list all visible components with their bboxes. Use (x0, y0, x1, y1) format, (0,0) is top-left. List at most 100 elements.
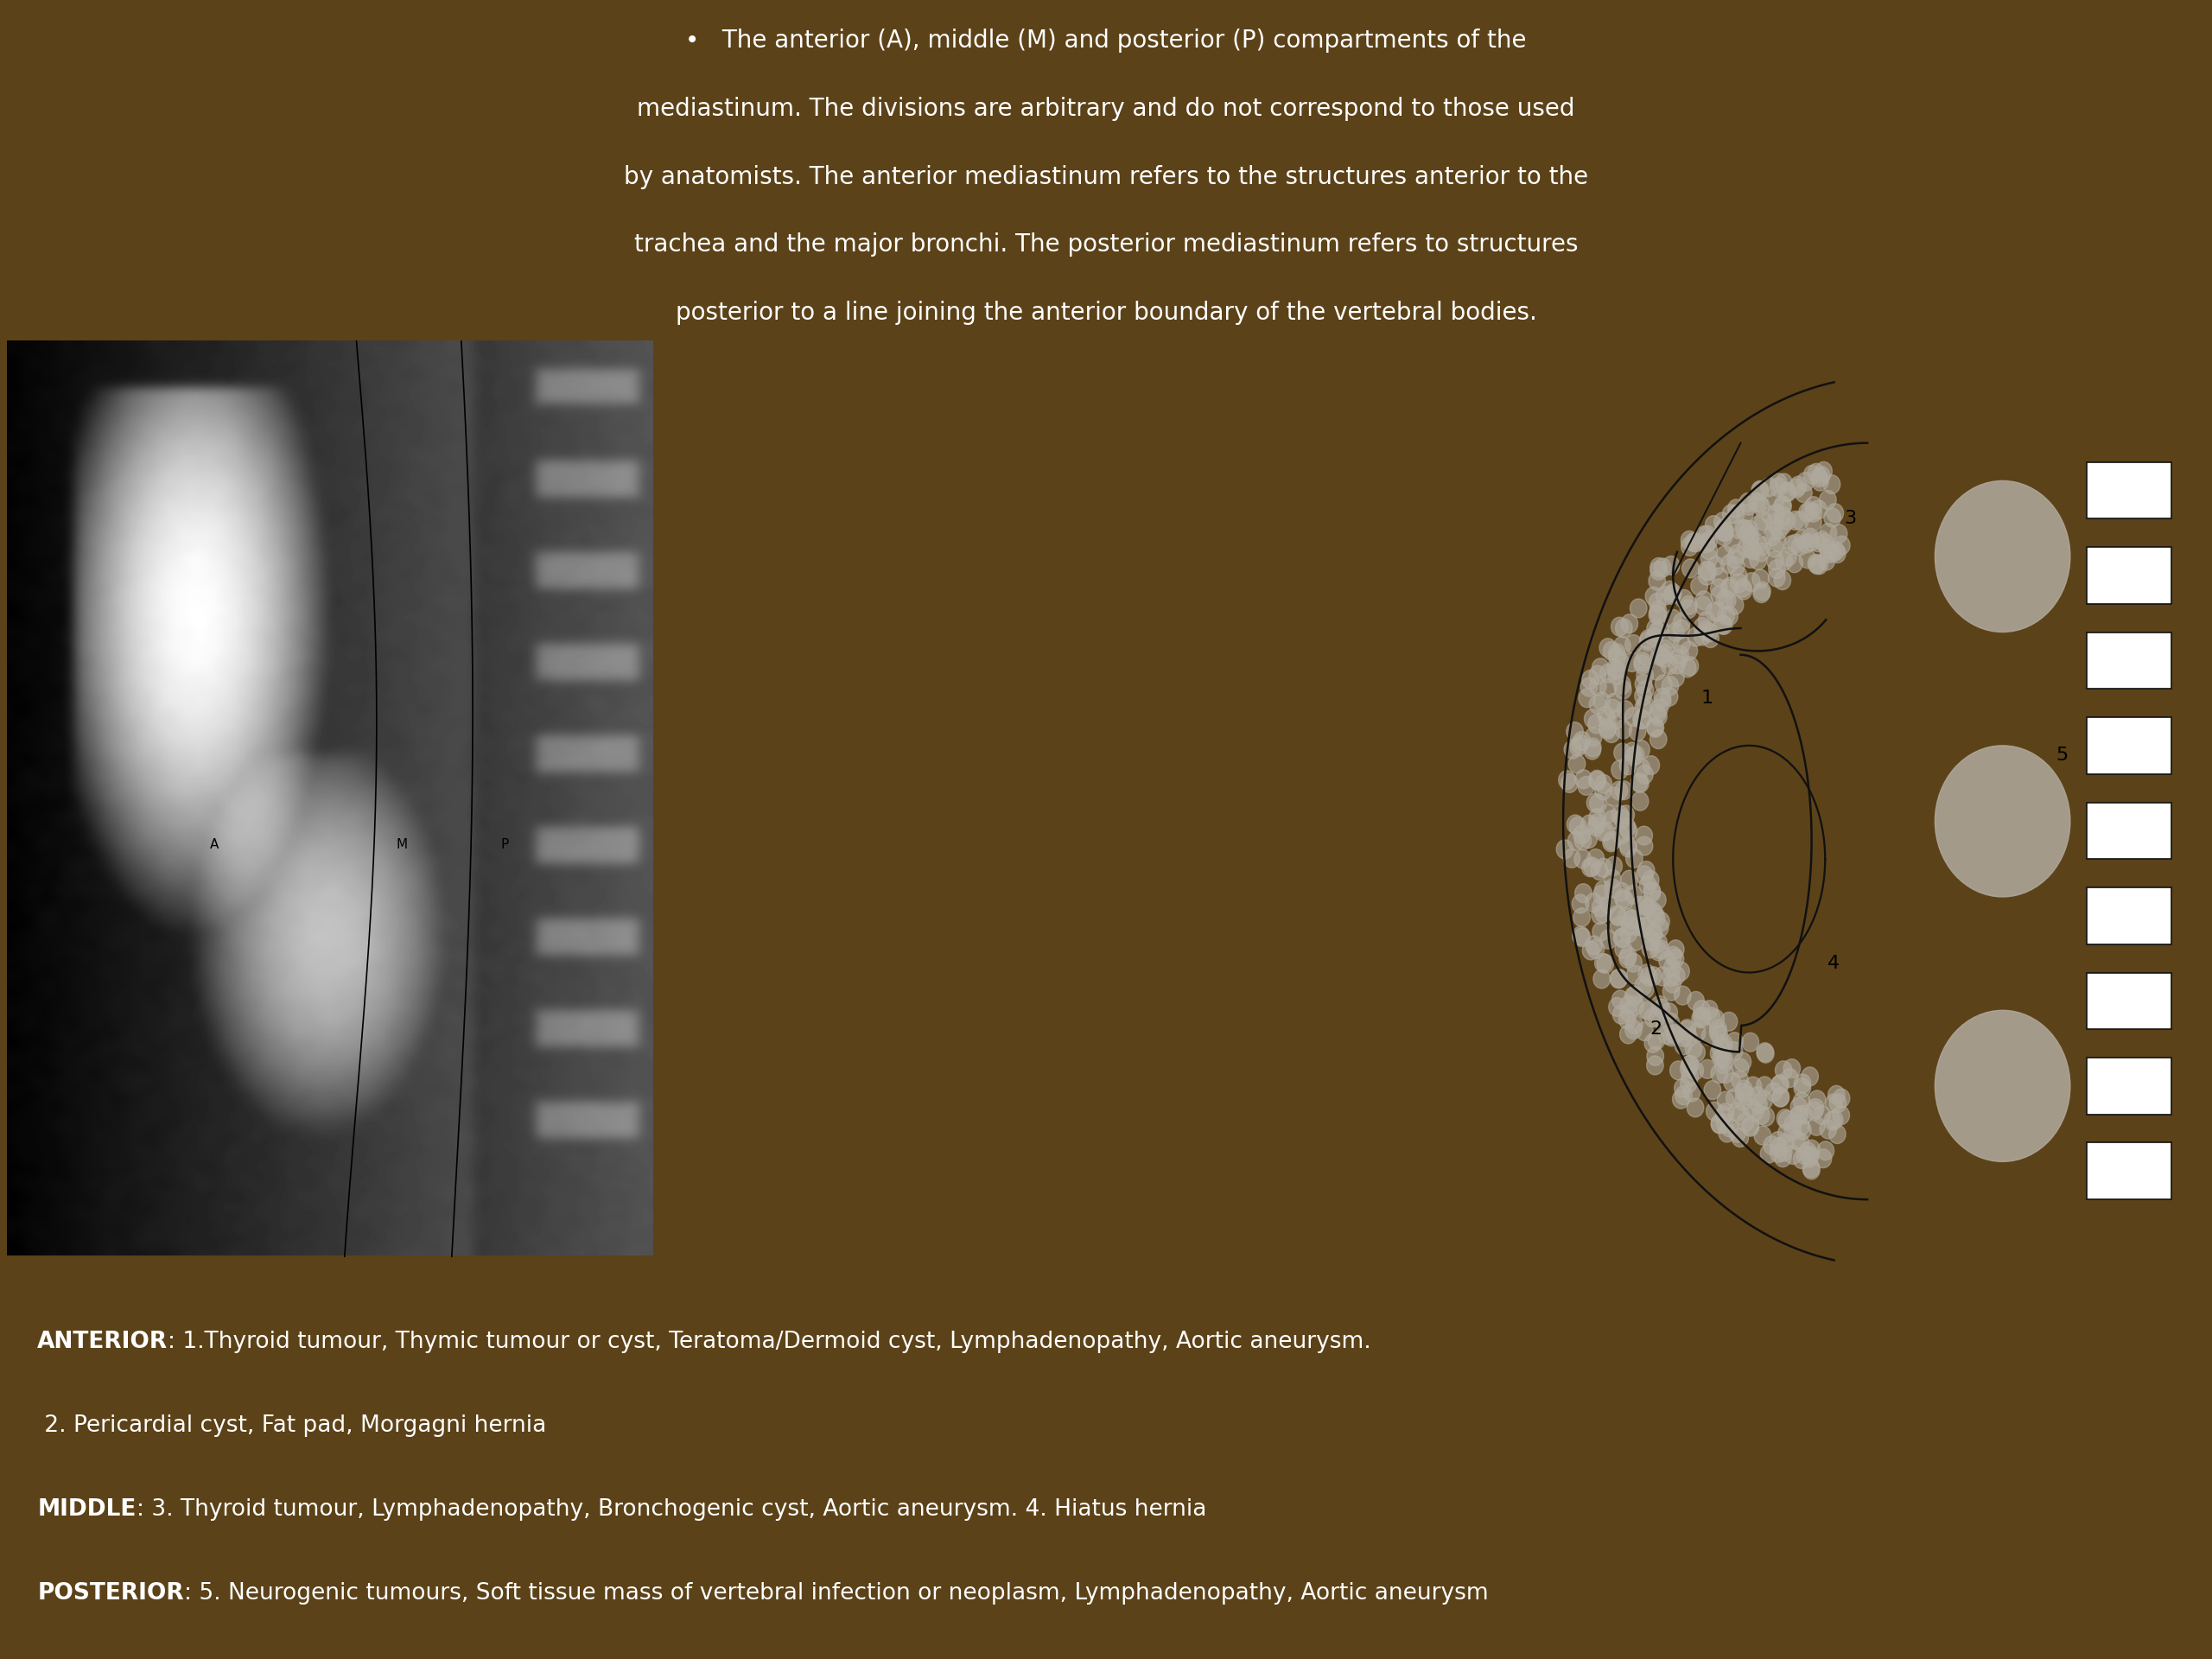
Circle shape (1712, 567, 1728, 587)
Circle shape (1803, 1158, 1820, 1178)
Circle shape (1699, 611, 1714, 630)
Circle shape (1732, 1105, 1747, 1123)
Circle shape (1761, 478, 1778, 496)
Circle shape (1686, 1062, 1703, 1080)
Text: 2. Pericardial cyst, Fat pad, Morgagni hernia: 2. Pericardial cyst, Fat pad, Morgagni h… (38, 1415, 546, 1437)
Circle shape (1663, 974, 1681, 992)
Circle shape (1624, 743, 1641, 761)
Circle shape (1599, 805, 1617, 823)
Circle shape (1770, 473, 1787, 493)
Circle shape (1701, 629, 1719, 647)
Circle shape (1778, 1133, 1794, 1153)
Circle shape (1710, 579, 1728, 597)
Circle shape (1588, 665, 1606, 685)
Circle shape (1630, 599, 1648, 617)
Circle shape (1754, 1126, 1772, 1145)
Circle shape (1644, 881, 1661, 901)
Circle shape (1650, 995, 1668, 1015)
Circle shape (1701, 541, 1717, 559)
Circle shape (1705, 1102, 1723, 1121)
Circle shape (1794, 1121, 1812, 1140)
Circle shape (1608, 665, 1626, 685)
Circle shape (1801, 501, 1818, 521)
Circle shape (1812, 473, 1829, 491)
Circle shape (1648, 1007, 1666, 1027)
Circle shape (1756, 1077, 1774, 1095)
Circle shape (1588, 695, 1606, 713)
Circle shape (1674, 1027, 1692, 1047)
Circle shape (1674, 1087, 1692, 1105)
Circle shape (1648, 622, 1666, 642)
Circle shape (1666, 946, 1681, 966)
Circle shape (1646, 924, 1661, 942)
Circle shape (1781, 547, 1796, 566)
Circle shape (1626, 849, 1644, 868)
Circle shape (1672, 1090, 1690, 1108)
Circle shape (1646, 1047, 1663, 1065)
Circle shape (1712, 1048, 1730, 1067)
Circle shape (1699, 526, 1717, 544)
Circle shape (1688, 1024, 1705, 1042)
Circle shape (1752, 1105, 1770, 1125)
Circle shape (1710, 1025, 1728, 1045)
Circle shape (1767, 491, 1785, 511)
Circle shape (1615, 939, 1632, 959)
Circle shape (1818, 491, 1836, 509)
Circle shape (1772, 1075, 1790, 1093)
Circle shape (1679, 1020, 1694, 1040)
Circle shape (1571, 816, 1586, 836)
Circle shape (1714, 1048, 1732, 1067)
Circle shape (1692, 1007, 1710, 1025)
Circle shape (1650, 561, 1668, 581)
Circle shape (1632, 740, 1650, 760)
Circle shape (1635, 652, 1650, 672)
Circle shape (1588, 771, 1606, 790)
Circle shape (1809, 499, 1827, 519)
Circle shape (1832, 1107, 1849, 1125)
Circle shape (1648, 718, 1663, 737)
Circle shape (1719, 606, 1734, 625)
Circle shape (1637, 917, 1655, 937)
Circle shape (1582, 941, 1599, 961)
Circle shape (1608, 906, 1626, 924)
Circle shape (1619, 924, 1637, 942)
Circle shape (1573, 926, 1588, 946)
Circle shape (1734, 581, 1752, 599)
Circle shape (1626, 1020, 1641, 1039)
Circle shape (1628, 995, 1644, 1015)
Text: : 5. Neurogenic tumours, Soft tissue mass of vertebral infection or neoplasm, Ly: : 5. Neurogenic tumours, Soft tissue mas… (184, 1583, 1489, 1604)
Circle shape (1641, 871, 1659, 889)
Circle shape (1774, 571, 1792, 591)
Circle shape (1778, 483, 1796, 501)
Circle shape (1595, 781, 1613, 800)
Circle shape (1774, 1148, 1792, 1166)
Circle shape (1644, 757, 1659, 775)
Circle shape (1619, 838, 1637, 858)
Circle shape (1637, 979, 1655, 999)
Circle shape (1723, 1073, 1741, 1092)
Circle shape (1635, 675, 1652, 693)
Circle shape (1595, 881, 1613, 899)
Circle shape (1606, 693, 1624, 712)
Circle shape (1635, 655, 1650, 674)
Circle shape (1604, 810, 1621, 830)
Circle shape (1694, 596, 1712, 615)
Circle shape (1608, 662, 1626, 680)
Circle shape (1692, 1000, 1710, 1019)
Circle shape (1613, 883, 1630, 901)
Circle shape (1617, 805, 1635, 825)
Circle shape (1717, 523, 1734, 541)
Circle shape (1805, 496, 1823, 516)
Circle shape (1734, 519, 1752, 539)
Circle shape (1792, 1117, 1809, 1136)
Circle shape (1776, 1110, 1794, 1128)
Circle shape (1807, 1098, 1825, 1118)
Circle shape (1657, 586, 1672, 606)
Circle shape (1655, 692, 1670, 712)
Circle shape (1936, 1010, 2070, 1161)
Circle shape (1681, 1029, 1697, 1047)
Circle shape (1564, 740, 1582, 758)
Circle shape (1586, 893, 1601, 912)
Circle shape (1564, 849, 1579, 868)
Circle shape (1801, 1067, 1818, 1087)
